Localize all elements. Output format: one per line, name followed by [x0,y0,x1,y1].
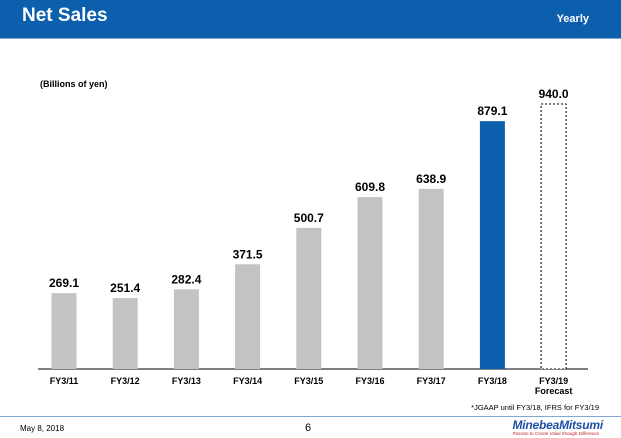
data-label: 500.7 [294,211,324,225]
footer-rule [0,416,621,417]
bar [479,121,505,370]
data-label: 879.1 [477,104,507,118]
x-tick-label: FY3/11 [50,376,79,386]
data-label: 940.0 [539,87,569,101]
period-label: Yearly [556,13,589,25]
x-tick-label: FY3/17 [417,376,446,386]
data-label: 609.8 [355,180,385,194]
company-logo: MinebeaMitsumi Passion to Create Value t… [512,418,603,436]
x-tick-label: FY3/16 [355,376,384,386]
bar [357,197,383,369]
x-tick-label: FY3/15 [294,376,323,386]
x-tick-label: FY3/14 [233,376,262,386]
data-label: 638.9 [416,172,446,186]
logo-tagline: Passion to Create Value through Differen… [512,431,600,436]
bar [235,264,261,369]
footer-date: May 8, 2018 [20,424,65,433]
x-tick-label: FY3/18 [478,376,507,386]
footnote: *JGAAP until FY3/18, IFRS for FY3/19 [471,403,599,412]
page-title: Net Sales [22,5,108,26]
bar [418,188,444,369]
data-label: 251.4 [110,281,140,295]
logo-name: MinebeaMitsumi [512,418,603,432]
bar [51,293,77,369]
x-tick-label: FY3/13 [172,376,201,386]
x-tick-label: FY3/19 [539,376,568,386]
bar [540,103,567,370]
x-tick-label: FY3/12 [111,376,140,386]
page-number: 6 [305,422,312,434]
data-label: 269.1 [49,276,79,290]
header-bar: Net Sales Yearly [0,0,621,38]
bar [296,227,322,369]
data-label: 371.5 [233,247,263,261]
data-label: 282.4 [171,272,201,286]
unit-label: (Billions of yen) [40,79,108,89]
bar [112,298,138,369]
x-tick-label: Forecast [535,386,573,396]
bar [173,289,199,369]
header-rule [0,38,621,39]
